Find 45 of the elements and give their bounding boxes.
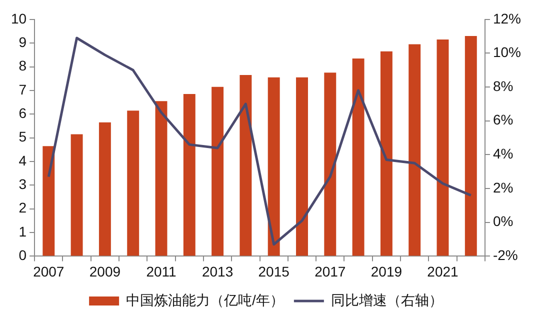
y2-tick-label: 10% (492, 44, 522, 60)
y2-tick-label: 12% (492, 10, 522, 26)
y-tick-label: 4 (18, 152, 27, 168)
y-tick-label: 7 (18, 81, 27, 98)
y2-tick-label: 6% (492, 112, 514, 128)
x-tick-label: 2011 (146, 263, 177, 280)
bar (42, 146, 55, 256)
y2-tick-label: 0% (492, 213, 514, 230)
bar (436, 40, 449, 256)
legend-label: 同比增速（右轴） (330, 292, 443, 308)
x-tick-label: 2017 (314, 263, 346, 280)
x-tick-label: 2019 (370, 263, 402, 280)
y2-tick-label: 8% (492, 78, 514, 94)
bar (324, 72, 336, 256)
bar (183, 94, 196, 256)
bar (212, 86, 224, 256)
y-tick-label: 5 (18, 128, 27, 145)
y-tick-label: 1 (18, 223, 27, 240)
bar (127, 110, 140, 256)
y2-tick-label: -2% (492, 247, 518, 264)
bar (155, 101, 168, 256)
y2-tick-label: 2% (492, 179, 514, 196)
y-tick-label: 3 (18, 176, 27, 192)
x-tick-label: 2009 (89, 263, 121, 280)
x-tick-label: 2013 (202, 263, 234, 280)
bar (464, 36, 477, 256)
y-tick-label: 8 (18, 58, 27, 74)
bar (408, 44, 421, 256)
legend-label: 中国炼油能力（亿吨/年） (126, 292, 284, 308)
bar (240, 75, 252, 256)
y-tick-label: 9 (18, 34, 27, 50)
bar (98, 122, 111, 256)
x-tick-label: 2021 (427, 263, 459, 280)
y-tick-label: 2 (18, 200, 27, 216)
bar (70, 134, 83, 256)
bar (352, 58, 364, 256)
bar (296, 77, 308, 256)
bar (268, 77, 280, 256)
y-tick-label: 6 (18, 104, 27, 121)
x-tick-label: 2015 (258, 263, 290, 280)
y2-tick-label: 4% (492, 146, 514, 162)
x-tick-label: 2007 (33, 263, 64, 280)
y-tick-label: 0 (18, 247, 27, 264)
bar (380, 51, 392, 256)
y-tick-label: 10 (10, 10, 27, 26)
